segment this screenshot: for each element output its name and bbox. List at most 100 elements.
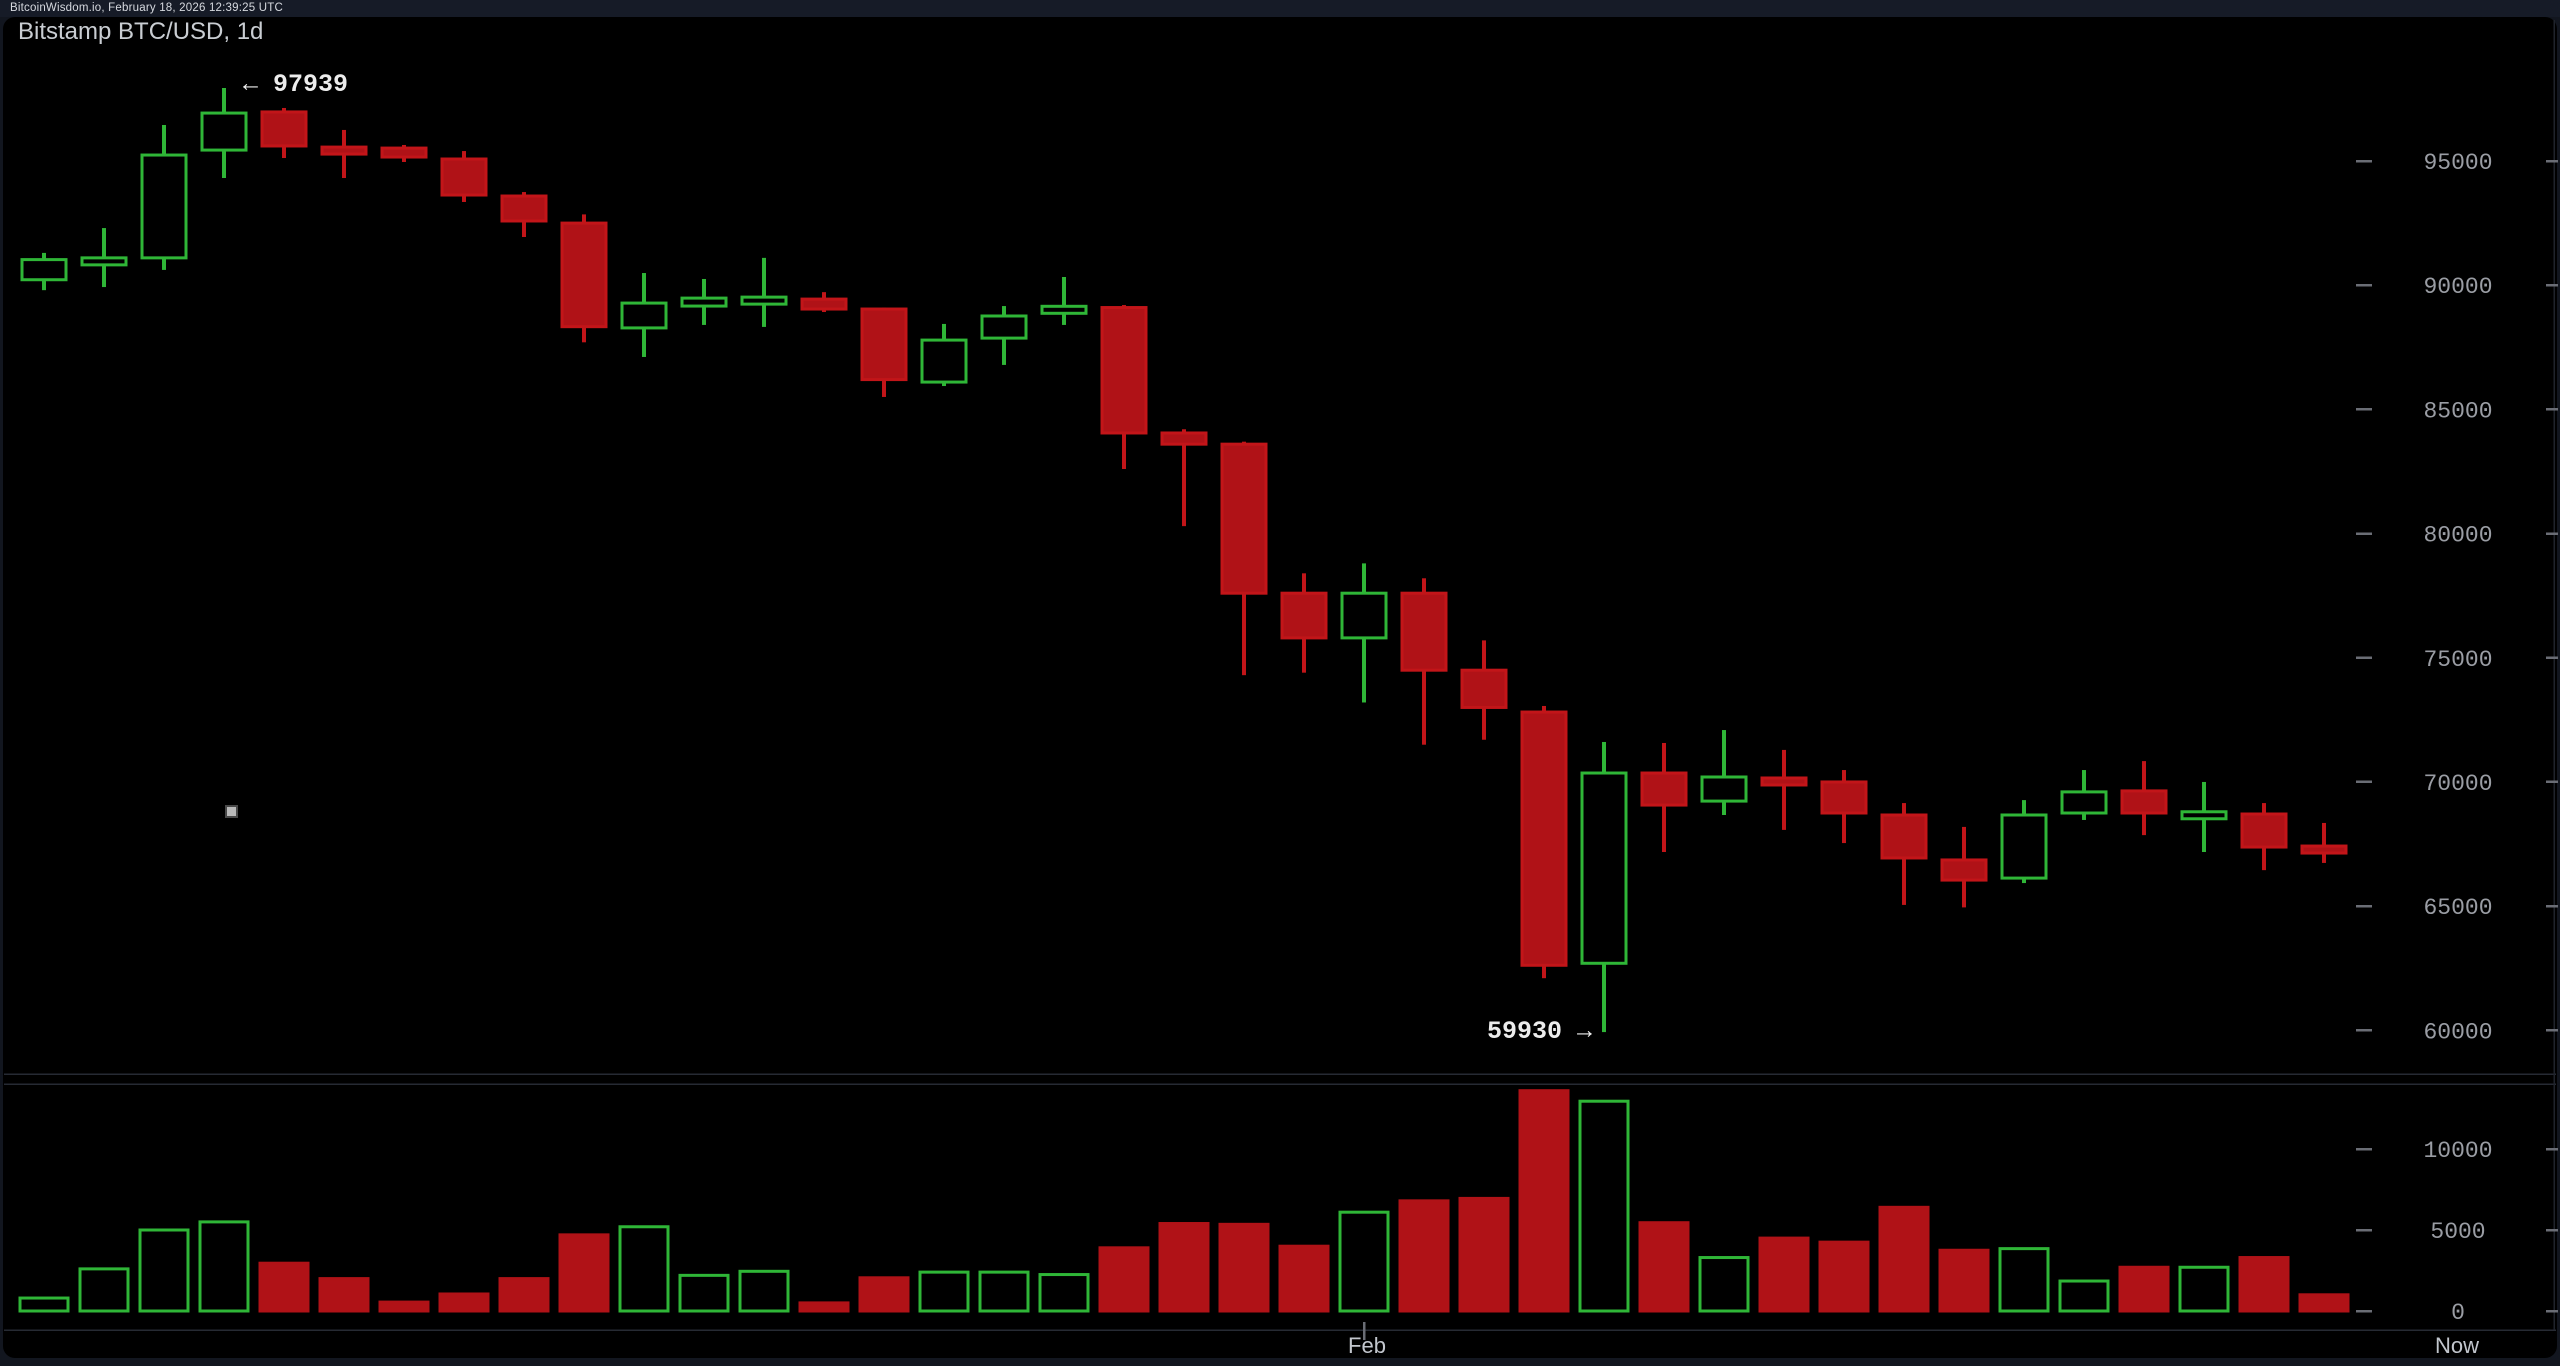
price-axis-label: 5000 xyxy=(2430,1219,2485,1245)
candle-body-down xyxy=(1400,591,1448,672)
candle-body-down xyxy=(860,307,908,382)
candle-body-down xyxy=(1880,813,1928,860)
candle-body-down xyxy=(2300,844,2348,855)
candle-wick xyxy=(2322,822,2326,863)
volume-bar-down xyxy=(2298,1293,2350,1313)
volume-bar-up xyxy=(2058,1279,2110,1313)
mouse-cursor-block xyxy=(225,805,238,818)
price-axis-label: 65000 xyxy=(2423,895,2492,921)
volume-bar-down xyxy=(1878,1205,1930,1313)
candle-body-down xyxy=(1940,858,1988,882)
candle-body-up xyxy=(1580,771,1628,965)
candle-body-down xyxy=(1760,776,1808,787)
candle-body-down xyxy=(800,297,848,311)
volume-bar-down xyxy=(1458,1196,1510,1313)
candle-body-down xyxy=(560,221,608,329)
volume-bar-up xyxy=(2178,1265,2230,1313)
volume-bar-up xyxy=(138,1228,190,1313)
volume-bar-up xyxy=(1038,1273,1090,1313)
volume-bar-down xyxy=(798,1301,850,1313)
candle-body-up xyxy=(140,153,188,260)
candle-body-down xyxy=(500,194,548,223)
chart-title: Bitstamp BTC/USD, 1d xyxy=(18,18,264,45)
candle-wick xyxy=(1722,730,1726,815)
volume-bar-down xyxy=(558,1233,610,1313)
x-axis-month-label: Feb xyxy=(1348,1333,1386,1358)
price-axis-label: 10000 xyxy=(2423,1138,2492,1164)
volume-bar-down xyxy=(1278,1244,1330,1313)
candle-body-down xyxy=(1100,306,1148,435)
volume-bar-up xyxy=(18,1296,70,1313)
candle-body-down xyxy=(380,146,428,159)
volume-bar-up xyxy=(918,1270,970,1313)
candle-wick xyxy=(1782,749,1786,830)
volume-bar-up xyxy=(738,1269,790,1313)
candle-body-up xyxy=(80,256,128,267)
candle-wick xyxy=(762,257,766,327)
volume-bar-down xyxy=(1218,1222,1270,1313)
candle-wick xyxy=(1182,429,1186,527)
status-bar: BitcoinWisdom.io, February 18, 2026 12:3… xyxy=(0,0,2560,17)
high-price-annotation: ← 97939 xyxy=(243,70,349,99)
candle-body-up xyxy=(1040,304,1088,315)
candle-body-down xyxy=(1460,668,1508,709)
volume-bar-down xyxy=(1398,1199,1450,1313)
volume-bar-down xyxy=(2118,1265,2170,1313)
volume-bar-down xyxy=(1518,1089,1570,1313)
candle-body-up xyxy=(740,295,788,306)
price-axis-label: 90000 xyxy=(2423,274,2492,300)
candle-wick xyxy=(1062,276,1066,325)
volume-bar-up xyxy=(1578,1099,1630,1313)
volume-bar-up xyxy=(1998,1247,2050,1313)
price-axis-label: 95000 xyxy=(2423,150,2492,176)
candle-body-up xyxy=(2180,810,2228,821)
candle-body-down xyxy=(440,157,488,197)
x-axis-now-label[interactable]: Now xyxy=(2434,1333,2480,1358)
candle-body-up xyxy=(620,301,668,330)
price-axis-label: 0 xyxy=(2451,1300,2465,1326)
volume-bar-down xyxy=(858,1276,910,1313)
candle-body-up xyxy=(920,338,968,384)
candle-body-down xyxy=(320,145,368,156)
candle-body-up xyxy=(20,258,68,282)
low-price-annotation: 59930 → xyxy=(1486,1017,1592,1046)
volume-bar-down xyxy=(378,1300,430,1313)
price-axis-label: 80000 xyxy=(2423,523,2492,549)
candle-body-up xyxy=(2000,813,2048,880)
price-axis-label: 60000 xyxy=(2423,1019,2492,1045)
candle-body-down xyxy=(2240,812,2288,849)
volume-bar-up xyxy=(1698,1256,1750,1313)
candle-body-down xyxy=(1160,431,1208,446)
chart-pane-background xyxy=(3,17,2557,1358)
candle-body-down xyxy=(2120,789,2168,815)
volume-bar-up xyxy=(1338,1210,1390,1313)
candle-body-down xyxy=(260,110,308,148)
candle-body-down xyxy=(1820,780,1868,815)
status-bar-text: BitcoinWisdom.io, February 18, 2026 12:3… xyxy=(10,2,283,14)
volume-bar-down xyxy=(498,1277,550,1313)
volume-bar-down xyxy=(438,1292,490,1313)
candle-body-up xyxy=(980,314,1028,340)
volume-bar-down xyxy=(258,1261,310,1313)
volume-bar-down xyxy=(1638,1221,1690,1313)
volume-bar-down xyxy=(1818,1240,1870,1313)
candle-body-up xyxy=(1340,591,1388,640)
candle-body-up xyxy=(200,111,248,152)
volume-bar-down xyxy=(1158,1222,1210,1313)
candle-body-up xyxy=(680,296,728,308)
candle-body-down xyxy=(1280,591,1328,640)
volume-bar-up xyxy=(978,1270,1030,1313)
candle-body-up xyxy=(2060,790,2108,815)
price-axis-label: 70000 xyxy=(2423,771,2492,797)
volume-bar-up xyxy=(78,1267,130,1313)
volume-bar-down xyxy=(318,1277,370,1313)
volume-bar-down xyxy=(2238,1256,2290,1313)
volume-bar-up xyxy=(198,1220,250,1313)
price-axis-label: 75000 xyxy=(2423,647,2492,673)
volume-bar-up xyxy=(678,1273,730,1313)
volume-bar-down xyxy=(1098,1246,1150,1313)
candle-body-up xyxy=(1700,775,1748,803)
candle-body-down xyxy=(1220,442,1268,595)
